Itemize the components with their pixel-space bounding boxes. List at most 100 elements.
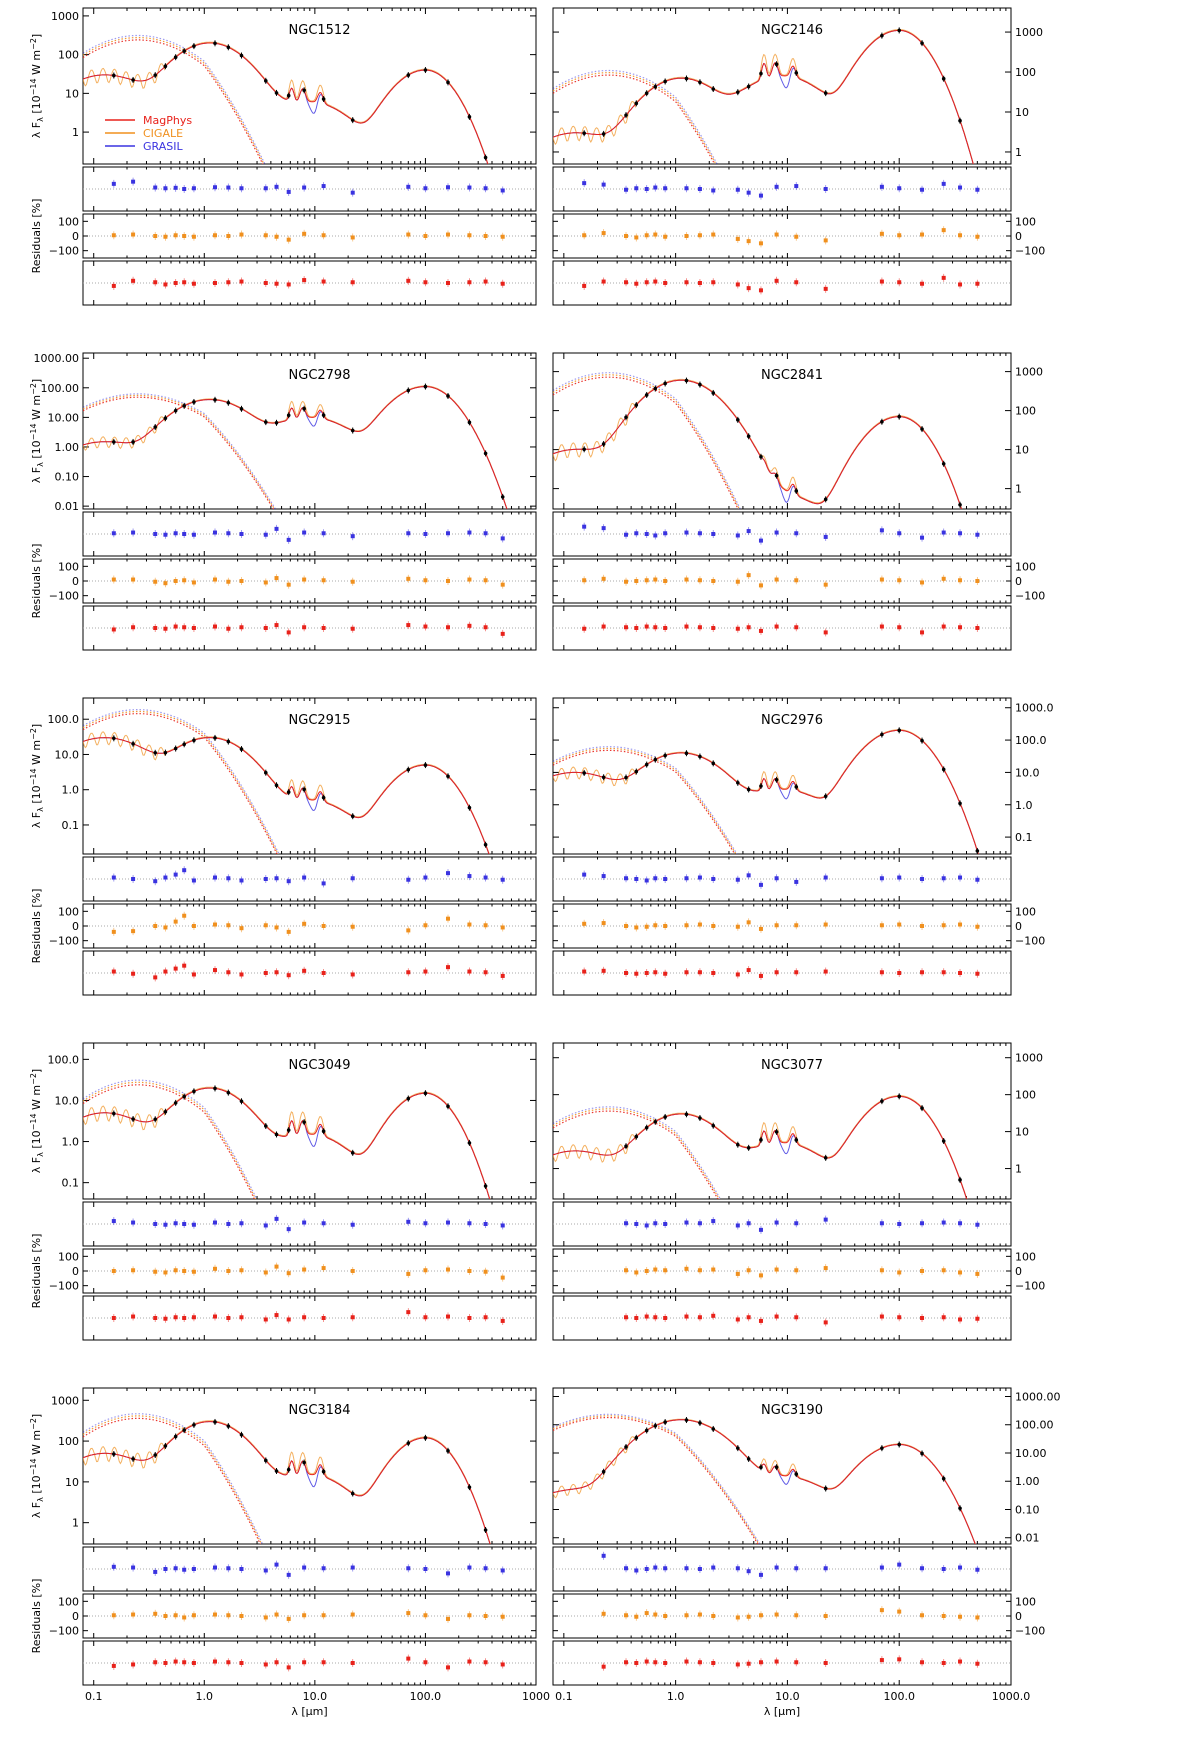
residual-point — [321, 578, 326, 583]
residual-point — [684, 1314, 689, 1319]
obs-point — [467, 805, 472, 810]
residual-point — [735, 1223, 740, 1228]
residual-panel-cigale: 100 0 −100 Residuals [%] — [30, 1579, 537, 1653]
residual-point — [239, 878, 244, 883]
residual-point — [794, 1566, 799, 1571]
residual-point — [958, 1317, 963, 1322]
residual-point — [941, 1220, 946, 1225]
residual-tick-label: 100 — [1015, 1595, 1036, 1608]
obs-point — [774, 1130, 779, 1134]
residual-point — [274, 970, 279, 975]
y-tick-label: 0.1 — [62, 1177, 80, 1190]
residual-panel-magphys — [552, 605, 1012, 651]
residual-point — [263, 1270, 268, 1275]
residual-tick-label: 100 — [58, 1250, 79, 1263]
residual-point — [697, 1268, 702, 1273]
residual-point — [406, 576, 411, 581]
residual-point — [774, 1612, 779, 1617]
obs-point — [321, 413, 326, 417]
residual-point — [263, 1223, 268, 1228]
residual-point — [131, 1565, 136, 1570]
obs-point — [153, 73, 158, 77]
residual-point — [794, 531, 799, 536]
obs-point — [501, 1210, 505, 1214]
residual-tick-label: −100 — [1015, 1280, 1045, 1293]
obs-point — [634, 101, 639, 106]
residual-point — [131, 179, 136, 184]
residual-point — [191, 1222, 196, 1227]
residual-point — [163, 234, 168, 239]
residual-point — [467, 233, 472, 238]
x-tick-label: 10.0 — [303, 1690, 328, 1703]
residual-point — [274, 1216, 279, 1221]
obs-point — [794, 71, 799, 75]
obs-point — [446, 394, 450, 398]
obs-point — [112, 73, 116, 78]
residual-point — [321, 1221, 326, 1226]
residual-point — [582, 181, 587, 186]
residual-point — [423, 1268, 428, 1273]
residual-point — [774, 278, 779, 283]
residual-panel-cigale: 100 0 −100 Residuals [%] — [30, 1234, 537, 1308]
residual-point — [286, 1227, 291, 1232]
obs-point — [173, 408, 178, 413]
unattenuated-curve — [83, 1081, 257, 1199]
residual-point — [263, 923, 268, 928]
residual-tick-label: 100 — [1015, 215, 1036, 228]
residual-point — [735, 626, 740, 631]
obs-point — [663, 1420, 667, 1424]
obs-point — [941, 1476, 946, 1481]
obs-point — [634, 1436, 639, 1440]
residual-point — [213, 1220, 218, 1225]
residual-point — [286, 189, 291, 194]
obs-point — [624, 1445, 628, 1449]
y-tick-label: 0.01 — [55, 500, 80, 513]
y-tick-label: 100 — [58, 49, 79, 62]
obs-point — [880, 33, 884, 38]
residual-point — [226, 234, 231, 238]
obs-point — [192, 1089, 196, 1094]
residual-tick-label: 100 — [1015, 1250, 1036, 1263]
obs-point — [711, 1427, 716, 1431]
residual-point — [653, 923, 658, 928]
y-tick-label: 1.00 — [55, 441, 80, 454]
y-tick-label: 10.0 — [55, 748, 80, 761]
residual-point — [263, 1317, 268, 1322]
obs-point — [182, 404, 186, 408]
residual-point — [213, 1266, 218, 1271]
residual-point — [239, 232, 244, 237]
obs-point — [350, 428, 355, 433]
y-tick-label: 0.10 — [1015, 1503, 1040, 1516]
residual-point — [879, 231, 884, 236]
residual-tick-label: 100 — [1015, 905, 1036, 918]
obs-point — [226, 45, 231, 50]
residual-point — [302, 185, 307, 190]
residual-point — [286, 929, 291, 934]
residual-point — [302, 231, 307, 236]
panel-ngc3190: 1000.00 100.00 10.00 1.00 0.10 0.01 NGC3190 100… — [552, 1387, 1061, 1718]
y-axis-label-sed: λ Fλ [10−14 W m−2] — [29, 1069, 45, 1173]
residual-point — [663, 186, 668, 191]
residual-point — [239, 1268, 244, 1273]
residual-tick-label: −100 — [49, 935, 79, 948]
residual-point — [445, 1314, 450, 1319]
panel-title: NGC3190 — [761, 1403, 823, 1418]
obs-point — [774, 1465, 779, 1470]
unattenuated-curve — [553, 746, 738, 854]
unattenuated-curve — [553, 376, 739, 509]
residual-point — [624, 625, 629, 630]
obs-point — [663, 79, 667, 84]
residual-panel-grasil — [552, 166, 1012, 212]
residual-point — [746, 1569, 751, 1574]
obs-point — [794, 489, 799, 493]
obs-point — [624, 415, 628, 420]
residual-point — [879, 577, 884, 582]
obs-point — [274, 1469, 279, 1473]
obs-point — [624, 1144, 628, 1148]
residual-point — [286, 879, 291, 884]
residual-point — [897, 578, 902, 583]
obs-point — [582, 131, 586, 136]
residual-point — [897, 1222, 902, 1226]
residual-point — [746, 286, 751, 291]
